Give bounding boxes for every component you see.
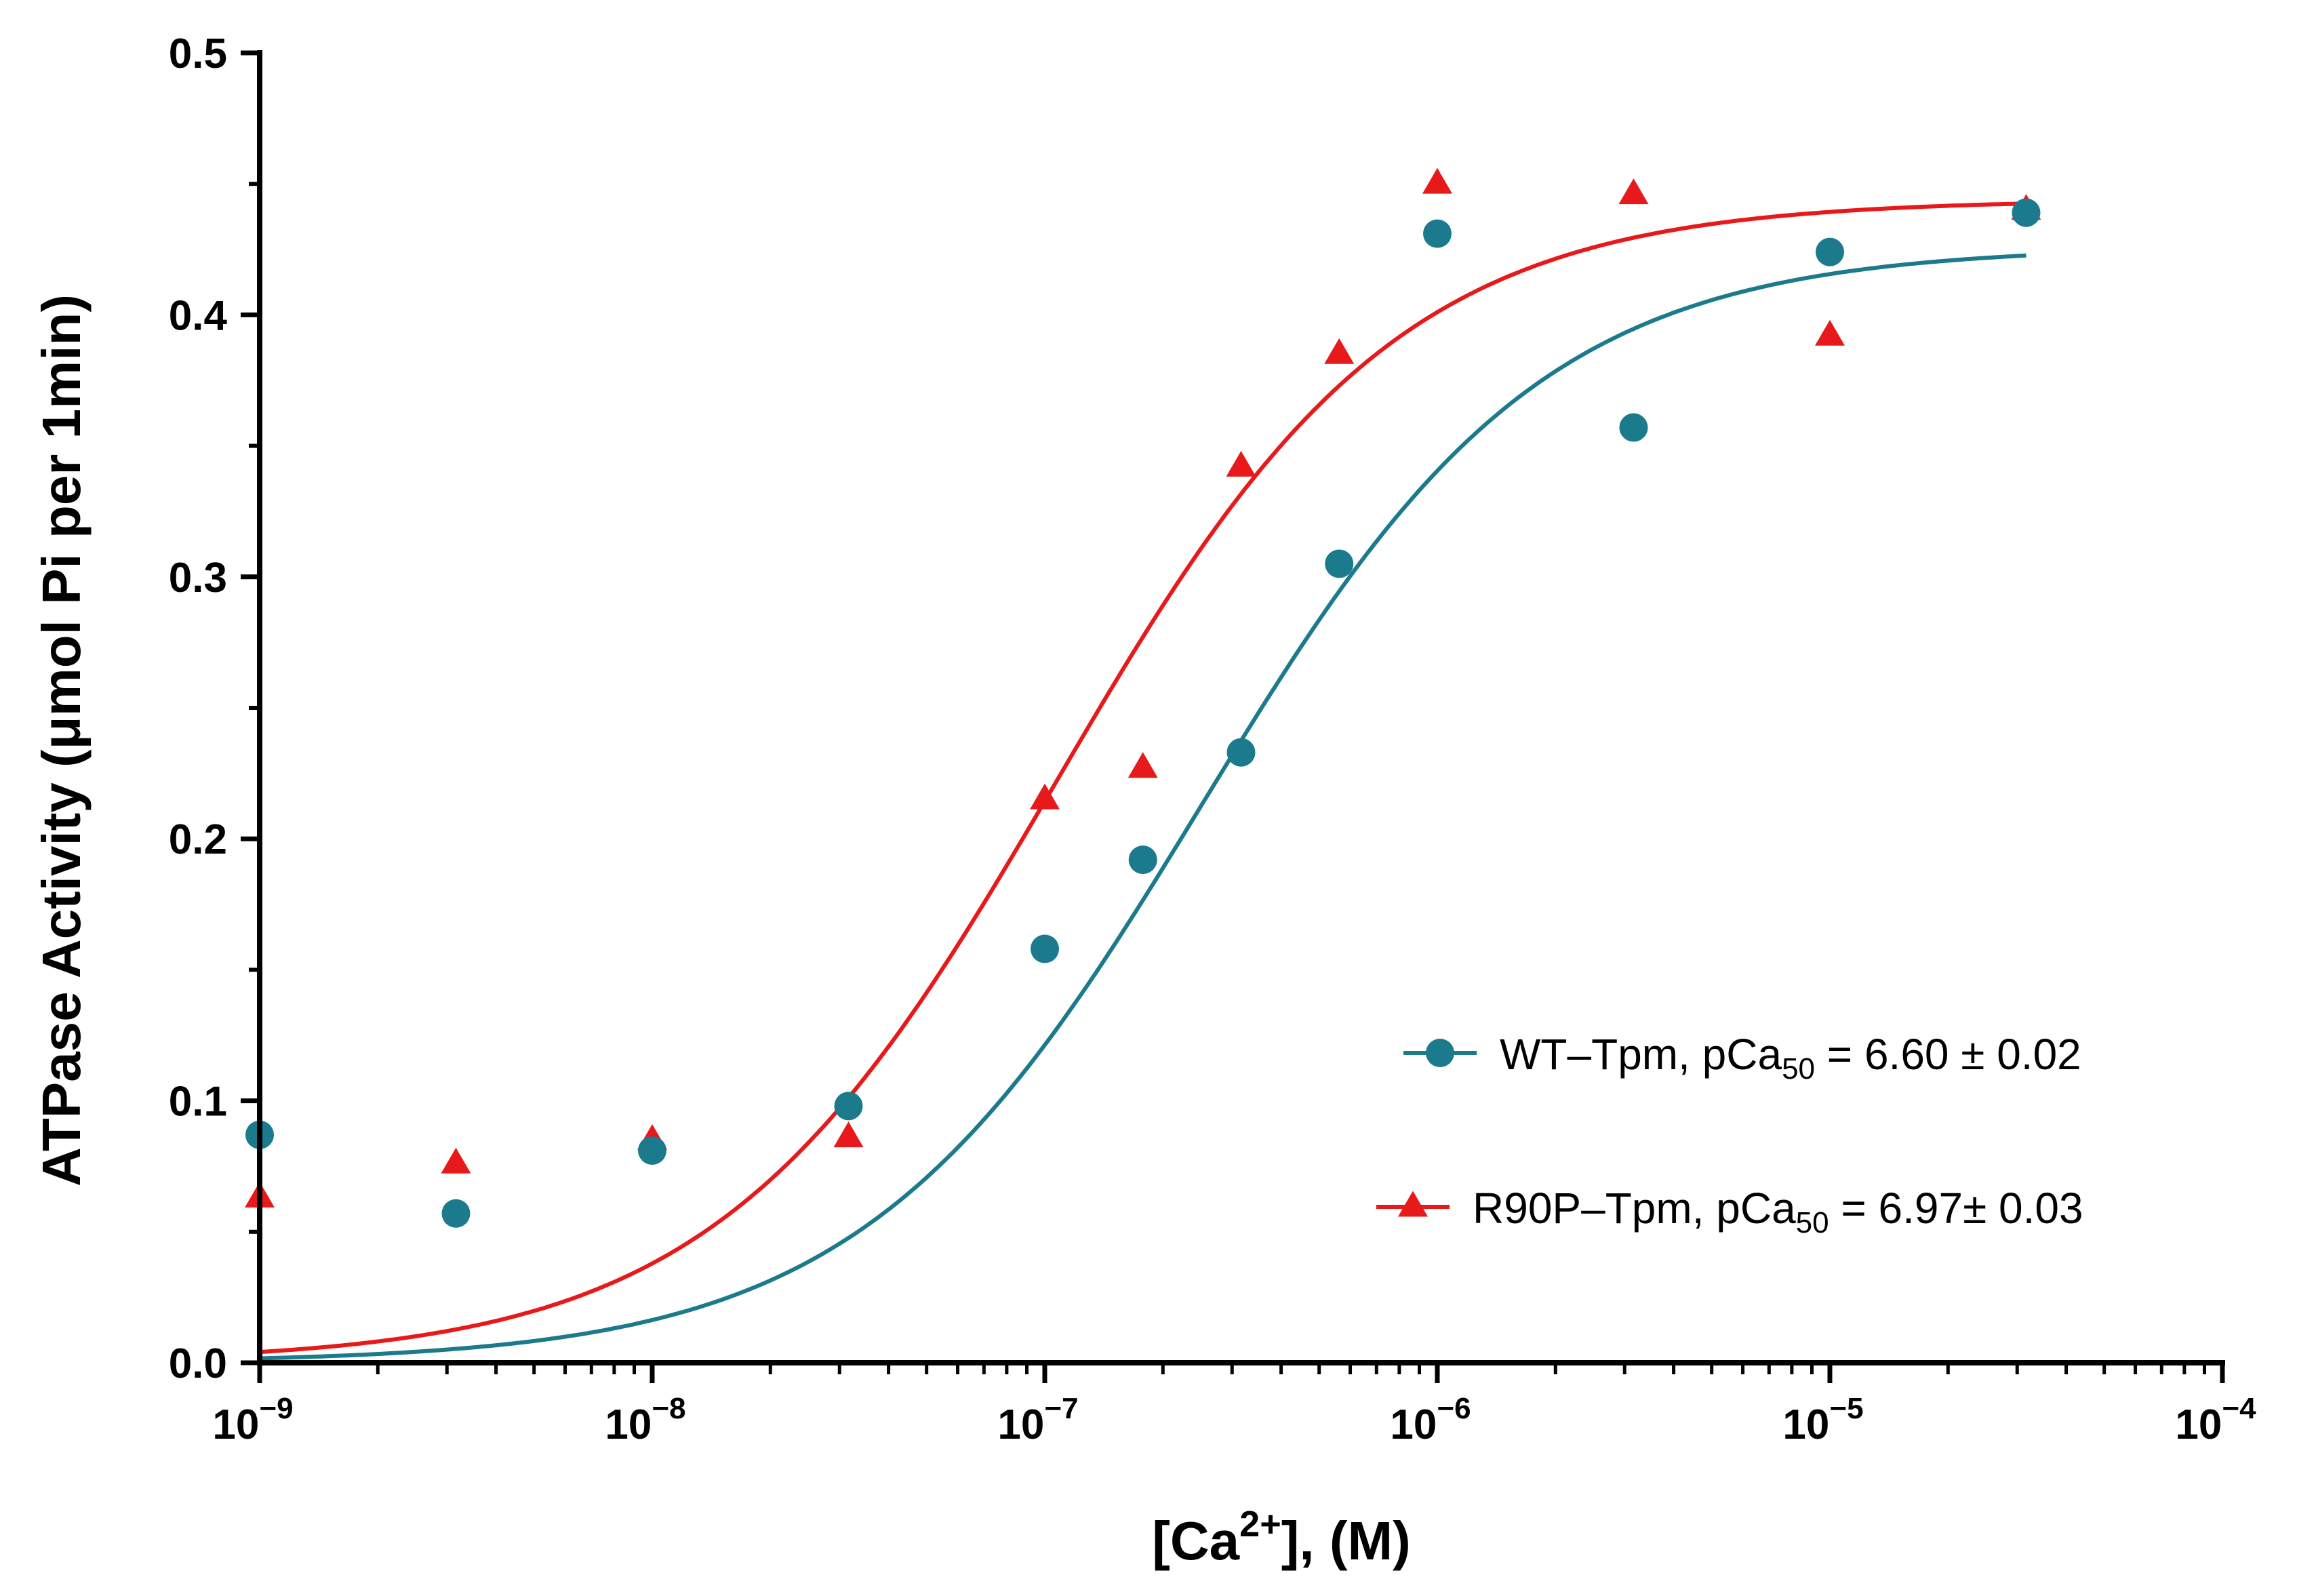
x-tick-exp: −5	[1829, 1392, 1863, 1425]
x-tick-exp: −7	[1044, 1392, 1078, 1425]
y-tick-label: 0.4	[169, 292, 228, 339]
legend-label-sub: 50	[1782, 1052, 1815, 1085]
legend-label-suffix: = 6.60 ± 0.02	[1815, 1030, 2081, 1079]
y-tick-label: 0.2	[169, 816, 227, 863]
data-point-triangle	[441, 1147, 471, 1174]
data-point-circle	[441, 1199, 471, 1228]
axes: 0.00.10.20.30.40.510−9 10−8 10−7 10−6 10−5 10…	[169, 31, 2256, 1448]
data-point-circle	[1325, 549, 1354, 578]
y-tick-label: 0.3	[169, 555, 227, 601]
x-tick-label: 10−4	[2175, 1392, 2256, 1448]
data-points	[245, 167, 2041, 1228]
data-point-triangle	[1324, 338, 1355, 364]
legend-marker-circle-icon	[1426, 1039, 1454, 1067]
data-point-circle	[2012, 198, 2041, 227]
data-point-triangle	[1618, 178, 1649, 205]
x-tick-label: 10−5	[1782, 1392, 1863, 1448]
x-tick-exp: −9	[259, 1392, 293, 1425]
legend-label-suffix: = 6.97± 0.03	[1829, 1184, 2083, 1233]
x-axis-title-sup: 2+	[1239, 1504, 1281, 1544]
x-axis-title-suffix: ], (M)	[1281, 1511, 1411, 1571]
data-point-triangle	[1127, 752, 1158, 778]
data-point-triangle	[833, 1121, 864, 1148]
x-tick-base: 10	[1390, 1401, 1437, 1448]
legend-label-prefix: WT–Tpm, pCa	[1500, 1030, 1782, 1079]
legend-label: WT–Tpm, pCa50 = 6.60 ± 0.02	[1500, 1030, 2081, 1085]
x-tick-label: 10−8	[605, 1392, 685, 1448]
x-tick-exp: −8	[652, 1392, 685, 1425]
legend-label-prefix: R90P–Tpm, pCa	[1473, 1184, 1796, 1233]
fit-curve-triangle	[259, 201, 2026, 1355]
data-point-circle	[1619, 413, 1648, 442]
x-tick-exp: −6	[1437, 1392, 1471, 1425]
x-tick-exp: −4	[2222, 1392, 2256, 1425]
data-point-circle	[1128, 845, 1157, 875]
data-point-circle	[1031, 934, 1059, 963]
legend-label: R90P–Tpm, pCa50 = 6.97± 0.03	[1473, 1184, 2083, 1239]
legend-marker-triangle-icon	[1398, 1191, 1428, 1217]
x-tick-base: 10	[1782, 1401, 1829, 1448]
data-point-circle	[834, 1092, 863, 1121]
y-tick-label: 0.5	[169, 31, 227, 77]
y-axis-title: ATPase Activity (μmol Pi per 1min)	[31, 294, 92, 1186]
x-axis-title-prefix: [Ca	[1152, 1511, 1239, 1571]
x-tick-base: 10	[997, 1401, 1044, 1448]
data-point-circle	[1423, 219, 1452, 248]
data-point-circle	[1226, 738, 1256, 767]
fit-curves	[259, 201, 2026, 1361]
x-axis-title: [Ca2+], (M)	[1152, 1504, 1411, 1571]
data-point-triangle	[1226, 450, 1256, 477]
legend-entry: WT–Tpm, pCa50 = 6.60 ± 0.02	[1403, 1030, 2081, 1085]
x-tick-base: 10	[2175, 1401, 2222, 1448]
legend-entry: R90P–Tpm, pCa50 = 6.97± 0.03	[1376, 1184, 2083, 1239]
x-tick-base: 10	[212, 1401, 259, 1448]
fit-curve-circle	[259, 253, 2026, 1361]
data-point-circle	[638, 1136, 666, 1165]
y-tick-label: 0.0	[169, 1340, 227, 1387]
x-tick-label: 10−9	[212, 1392, 293, 1448]
legend-label-sub: 50	[1796, 1206, 1829, 1239]
x-tick-base: 10	[605, 1401, 652, 1448]
data-point-triangle	[1030, 783, 1060, 810]
x-tick-label: 10−7	[997, 1392, 1078, 1448]
data-point-triangle	[1815, 319, 1845, 346]
data-point-circle	[1816, 237, 1844, 266]
x-tick-label: 10−6	[1390, 1392, 1471, 1448]
y-tick-label: 0.1	[169, 1079, 227, 1125]
data-point-triangle	[1422, 167, 1452, 194]
